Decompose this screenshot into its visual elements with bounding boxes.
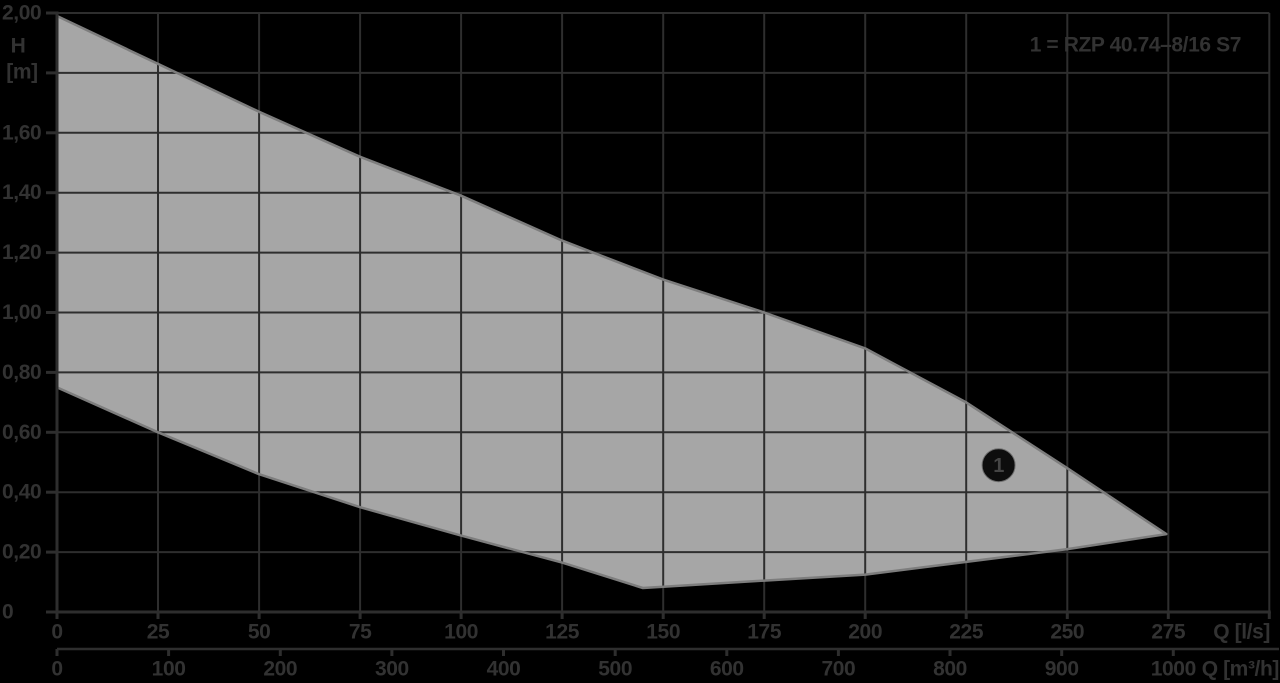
x-tick-label: 250	[1050, 621, 1084, 644]
secondary-x-tick-label: 300	[375, 658, 409, 681]
y-axis-title-unit: [m]	[6, 61, 37, 84]
y-tick-label: 0	[2, 601, 13, 624]
secondary-x-tick-label: 500	[598, 658, 632, 681]
secondary-x-tick-label: 800	[933, 658, 967, 681]
envelope-fill-path	[57, 16, 1167, 588]
x-tick-label: 75	[349, 621, 372, 644]
x-tick-label: 275	[1151, 621, 1186, 644]
axes-and-ticks	[46, 11, 1279, 656]
y-tick-label: 1,60	[2, 121, 41, 144]
legend-label: 1 = RZP 40.74–8/16 S7	[1030, 34, 1241, 57]
x-tick-label: 100	[444, 621, 478, 644]
x-axis-secondary-title: Q [m³/h]	[1202, 658, 1279, 681]
y-tick-label: 1,20	[2, 241, 41, 264]
secondary-x-tick-label: 900	[1045, 658, 1079, 681]
marker-1: 1	[981, 448, 1016, 483]
secondary-x-tick-label: 200	[263, 658, 297, 681]
x-tick-label: 125	[545, 621, 580, 644]
x-tick-label: 175	[747, 621, 782, 644]
envelope-outline-path	[55, 14, 1168, 590]
marker-label: 1	[993, 455, 1004, 477]
x-tick-label: 225	[949, 621, 984, 644]
marker-circle	[981, 448, 1016, 483]
axis-tick-labels: 2,00 1,60 1,40 1,20 1,00 0,80 0,60 0,40 0,20 0 0 25…	[2, 2, 1196, 681]
y-axis-title-symbol: H	[11, 35, 26, 58]
y-tick-label: 1,00	[2, 301, 41, 324]
x-tick-label: 150	[646, 621, 680, 644]
y-tick-label: 0,40	[2, 481, 41, 504]
secondary-x-tick-label: 700	[821, 658, 855, 681]
secondary-x-tick-label: 100	[152, 658, 186, 681]
y-tick-label: 2,00	[2, 2, 41, 25]
secondary-x-tick-label: 400	[487, 658, 521, 681]
x-tick-label: 50	[248, 621, 271, 644]
x-axis-primary-title: Q [l/s]	[1213, 621, 1270, 644]
x-tick-label: 0	[51, 621, 62, 644]
secondary-x-tick-label: 0	[51, 658, 62, 681]
y-tick-label: 0,20	[2, 541, 41, 564]
envelope-area	[57, 16, 1167, 588]
secondary-x-tick-label: 1000	[1151, 658, 1196, 681]
y-tick-label: 0,80	[2, 361, 41, 384]
envelope-outline	[55, 14, 1168, 590]
x-tick-label: 200	[848, 621, 882, 644]
y-tick-label: 1,40	[2, 181, 41, 204]
secondary-x-tick-label: 600	[710, 658, 744, 681]
x-tick-label: 25	[147, 621, 170, 644]
y-tick-label: 0,60	[2, 421, 41, 444]
